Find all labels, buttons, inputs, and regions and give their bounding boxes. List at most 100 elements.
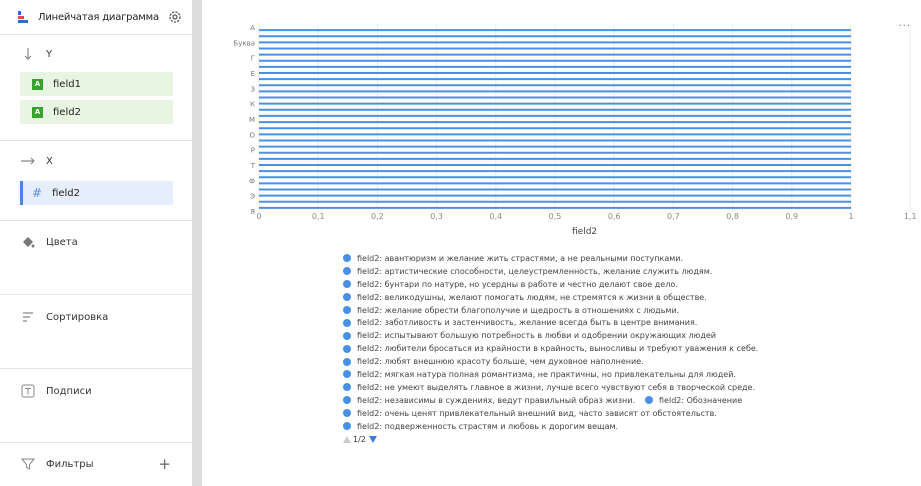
x-tick-label: 0,6 [608,212,621,221]
legend-item[interactable]: field2: испытывают большую потребность в… [343,329,903,342]
labels-label: Подписи [46,385,92,397]
x-tick-label: 0,1 [312,212,325,221]
labels-header: Подписи [0,380,192,402]
y-tick-label: Ф [249,177,255,185]
x-tick-label: 1,1 [904,212,917,221]
legend: field2: авантюризм и желание жить страст… [343,252,903,444]
legend-dot-icon [343,318,351,327]
colors-section[interactable]: Цвета [0,220,192,294]
x-field-label: field2 [52,187,81,199]
sort-icon [20,309,36,325]
legend-item[interactable]: field2: любят внешнюю красоту больше, че… [343,355,903,368]
legend-label: field2: мягкая натура полная романтизма,… [357,369,736,379]
text-box-icon [20,383,36,399]
add-filter-button[interactable]: + [158,455,171,473]
arrow-down-icon [20,46,36,62]
legend-item[interactable]: field2: независимы в суждениях, ведут пр… [343,394,903,407]
gear-icon[interactable] [168,10,182,24]
sort-header: Сортировка [0,306,192,328]
filters-label: Фильтры [46,458,94,470]
legend-dot-icon [343,267,351,276]
legend-label: field2: подверженность страстям и любовь… [357,421,619,431]
legend-label: field2: заботливость и застенчивость, же… [357,318,698,328]
y-tick-label: Т [250,162,256,170]
string-type-badge: A [32,106,43,118]
filters-section[interactable]: Фильтры + [0,442,192,486]
legend-item[interactable]: field2: не умеют выделять главное в жизн… [343,381,903,394]
x-tick-label: 0,2 [371,212,384,221]
legend-item[interactable]: field2: желание обрести благополучие и щ… [343,304,903,317]
legend-pager: 1/2 [343,435,903,444]
sort-section[interactable]: Сортировка [0,294,192,368]
legend-dot-icon [343,422,351,431]
legend-item[interactable]: field2: заботливость и застенчивость, же… [343,316,903,329]
y-tick-label: К [250,101,255,109]
y-field-chip[interactable]: A field2 [20,100,173,124]
y-label: Y [46,48,53,60]
y-tick-label: А [250,24,255,32]
x-tick-label: 1 [848,212,853,221]
x-tick-label: 0 [256,212,261,221]
legend-dot-icon [343,357,351,366]
chart-area: ... 0 0,1 0,2 0,3 0,4 0,5 0,6 0,7 0,8 0,9 1 1,1 А Бук… [202,0,921,486]
legend-label: field2: независимы в суждениях, ведут пр… [357,395,636,405]
labels-section[interactable]: Подписи [0,368,192,442]
filters-header: Фильтры + [0,453,192,475]
chart-type-title: Линейчатая диаграмма [38,11,159,23]
x-section: X # field2 [0,140,192,220]
y-tick-label: Э [250,193,255,201]
y-header: Y [0,43,192,65]
string-type-badge: A [32,78,43,90]
colors-header: Цвета [0,231,192,253]
legend-label: field2: любят внешнюю красоту больше, че… [357,357,644,367]
legend-label: field2: авантюризм и желание жить страст… [357,253,684,263]
legend-dot-icon [343,383,351,392]
legend-dot-icon [343,306,351,314]
legend-item[interactable]: field2: артистические способности, целеу… [343,265,903,278]
legend-label: field2: испытывают большую потребность в… [357,331,716,341]
y-field-label: field1 [53,78,81,90]
legend-dot-icon [343,396,351,405]
pager-up-icon[interactable] [343,436,351,444]
x-field-chip[interactable]: # field2 [20,181,173,205]
y-field-chip[interactable]: A field1 [20,72,173,96]
x-header: X [0,150,192,172]
y-tick-label: Р [251,147,255,155]
y-tick-label: Я [250,208,255,216]
y-tick-label: Е [251,70,255,78]
legend-dot-icon [343,331,351,340]
legend-dot-icon [343,409,351,418]
legend-item[interactable]: field2: авантюризм и желание жить страст… [343,252,903,265]
legend-label: field2: артистические способности, целеу… [357,266,713,276]
x-axis-label: field2 [572,227,597,237]
legend-label: field2: не умеют выделять главное в жизн… [357,382,755,392]
chart-type-header[interactable]: Линейчатая диаграмма [0,0,192,34]
legend-item[interactable]: field2: мягкая натура полная романтизма,… [343,368,903,381]
sidebar: Линейчатая диаграмма Y A field1 A field2 [0,0,192,486]
arrow-right-icon [20,153,36,169]
paint-bucket-icon [20,234,36,250]
y-tick-label: Буква [233,39,255,47]
legend-dot-icon [343,370,351,379]
bar-chart-icon [18,11,28,23]
x-tick-label: 0,5 [549,212,562,221]
legend-item[interactable]: field2: бунтари по натуре, но усердны в … [343,278,903,291]
legend-item[interactable]: field2: великодушны, желают помогать люд… [343,291,903,304]
legend-dot-icon [343,293,351,302]
legend-label: field2: желание обрести благополучие и щ… [357,305,680,315]
legend-item[interactable]: field2: очень ценят привлекательный внеш… [343,407,903,420]
more-menu-button[interactable]: ... [898,18,911,29]
funnel-icon [20,456,36,472]
legend-label: field2: очень ценят привлекательный внеш… [357,408,717,418]
colors-label: Цвета [46,236,78,248]
sidebar-scrollbar[interactable] [192,0,202,486]
pager-down-icon[interactable] [368,436,377,444]
sort-label: Сортировка [46,311,109,323]
legend-dot-icon [343,280,351,289]
x-tick-label: 0,7 [667,212,680,221]
legend-item[interactable]: field2: подверженность страстям и любовь… [343,420,903,433]
y-tick-label: З [251,85,256,93]
y-section: Y A field1 A field2 [0,34,192,140]
x-label: X [46,155,53,167]
legend-item[interactable]: field2: любители бросаться из крайности … [343,342,903,355]
